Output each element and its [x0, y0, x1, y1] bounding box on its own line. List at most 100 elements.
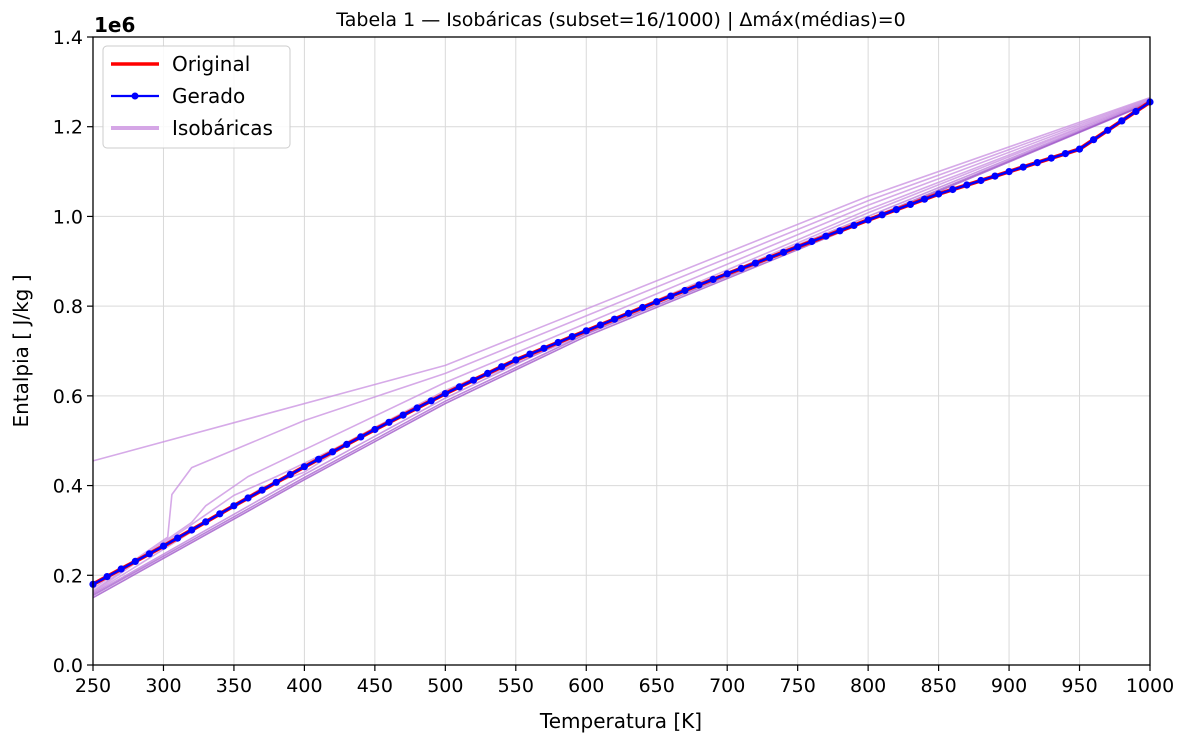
x-tick-label: 850: [920, 675, 956, 697]
series-marker-gerado: [1090, 136, 1098, 144]
series-marker-gerado: [737, 264, 745, 273]
series-marker-gerado: [794, 243, 802, 251]
series-marker-gerado: [131, 557, 139, 566]
series-marker-gerado: [244, 494, 252, 502]
series-marker-gerado: [653, 298, 661, 306]
series-marker-gerado: [216, 510, 224, 518]
series-marker-gerado: [780, 248, 788, 256]
isobar-line-7: [92, 101, 1151, 597]
isobar-line-1: [92, 96, 1151, 462]
series-marker-gerado: [174, 534, 182, 542]
isobar-line-3: [92, 98, 1151, 592]
series-marker-gerado: [1118, 117, 1126, 125]
series-marker-gerado: [695, 281, 703, 289]
series-marker-gerado: [582, 327, 590, 335]
series-marker-gerado: [639, 303, 647, 312]
series-marker-gerado: [498, 363, 506, 371]
series-marker-gerado: [836, 227, 844, 235]
y-offset-label: 1e6: [94, 13, 135, 37]
plot-frame: [92, 36, 1151, 666]
series-marker-gerado: [145, 550, 153, 558]
legend-box: [102, 45, 291, 149]
x-axis: 250 300 350 400 450 500 550 600 650 700 750 800 850 9…: [75, 665, 1174, 697]
series-marker-gerado: [554, 338, 562, 347]
x-tick-label: 900: [991, 675, 1027, 697]
series-marker-gerado: [540, 344, 548, 352]
series-marker-gerado: [624, 309, 633, 317]
series-marker-gerado: [765, 254, 774, 262]
series-marker-gerado: [906, 200, 915, 208]
series-marker-gerado: [399, 411, 407, 419]
series-marker-gerado: [385, 418, 393, 426]
x-tick-label: 800: [850, 675, 886, 697]
series-marker-gerado: [413, 404, 421, 412]
series-marker-gerado: [258, 486, 266, 494]
series-marker-gerado: [1132, 107, 1140, 116]
x-tick-label: 550: [498, 675, 534, 697]
series-marker-gerado: [512, 356, 520, 364]
series-marker-gerado: [526, 350, 534, 358]
legend-label-original: Original: [172, 52, 250, 76]
series-line-gerado: [92, 101, 1151, 586]
series-marker-gerado: [1075, 145, 1084, 153]
legend-label-isobaricas: Isobáricas: [172, 116, 273, 140]
series-marker-gerado: [469, 376, 478, 384]
series-marker-gerado: [920, 195, 929, 203]
y-tick-label: 0.6: [53, 386, 83, 408]
series-marker-gerado: [159, 542, 168, 550]
series-marker-gerado: [991, 172, 999, 180]
series-marker-gerado: [188, 526, 196, 534]
x-tick-label: 750: [780, 675, 816, 697]
series-marker-gerado: [202, 518, 210, 526]
series-marker-gerado: [117, 565, 125, 573]
series-marker-gerado: [343, 440, 351, 448]
x-tick-label: 650: [639, 675, 675, 697]
isobar-line-2: [92, 97, 1151, 590]
legend-label-gerado: Gerado: [172, 84, 245, 108]
x-tick-label: 1000: [1126, 675, 1174, 697]
chart-title: Tabela 1 — Isobáricas (subset=16/1000) |…: [335, 9, 905, 31]
isobar-line-6: [92, 100, 1151, 595]
series-marker-gerado: [892, 206, 900, 214]
x-axis-label: Temperatura [K]: [539, 709, 702, 733]
x-tick-label: 700: [709, 675, 745, 697]
y-tick-label: 1.2: [53, 117, 83, 139]
x-tick-label: 350: [216, 675, 252, 697]
series-marker-gerado: [272, 478, 280, 486]
series-marker-gerado: [1033, 159, 1041, 167]
series-marker-gerado: [314, 455, 323, 463]
x-tick-label: 450: [357, 675, 393, 697]
series-marker-gerado: [822, 232, 830, 240]
series-marker-gerado: [723, 270, 731, 278]
x-tick-label: 300: [145, 675, 181, 697]
series-marker-gerado: [751, 259, 760, 267]
x-tick-label: 950: [1061, 675, 1097, 697]
series-marker-gerado: [935, 190, 943, 198]
y-tick-label: 0.0: [53, 655, 83, 677]
x-tick-label: 600: [568, 675, 604, 697]
series-marker-gerado: [371, 425, 379, 434]
series-marker-gerado: [484, 369, 492, 377]
series-marker-gerado: [286, 470, 294, 479]
x-tick-label: 400: [286, 675, 322, 697]
series-marker-gerado: [568, 333, 576, 341]
series-marker-gerado: [709, 275, 717, 283]
series-marker-gerado: [850, 221, 858, 229]
series-marker-gerado: [610, 315, 619, 323]
series-marker-gerado: [329, 448, 337, 456]
series-marker-gerado: [1104, 126, 1112, 134]
y-axis: 0.0 0.2 0.4 0.6 0.8 1.0 1.2 1.4: [53, 27, 93, 677]
series-marker-gerado: [878, 211, 886, 219]
series-marker-gerado: [667, 292, 675, 300]
series-marker-gerado: [230, 502, 238, 510]
series-marker-gerado: [1061, 150, 1069, 158]
series-marker-gerado: [977, 176, 985, 185]
y-tick-label: 1.4: [53, 27, 83, 49]
legend: Original Gerado Isobáricas: [102, 45, 291, 149]
series-marker-gerado: [1047, 154, 1055, 162]
series-marker-gerado: [427, 397, 435, 405]
series-marker-gerado: [441, 390, 449, 398]
series-marker-gerado: [103, 573, 111, 581]
y-tick-label: 0.8: [53, 296, 83, 318]
